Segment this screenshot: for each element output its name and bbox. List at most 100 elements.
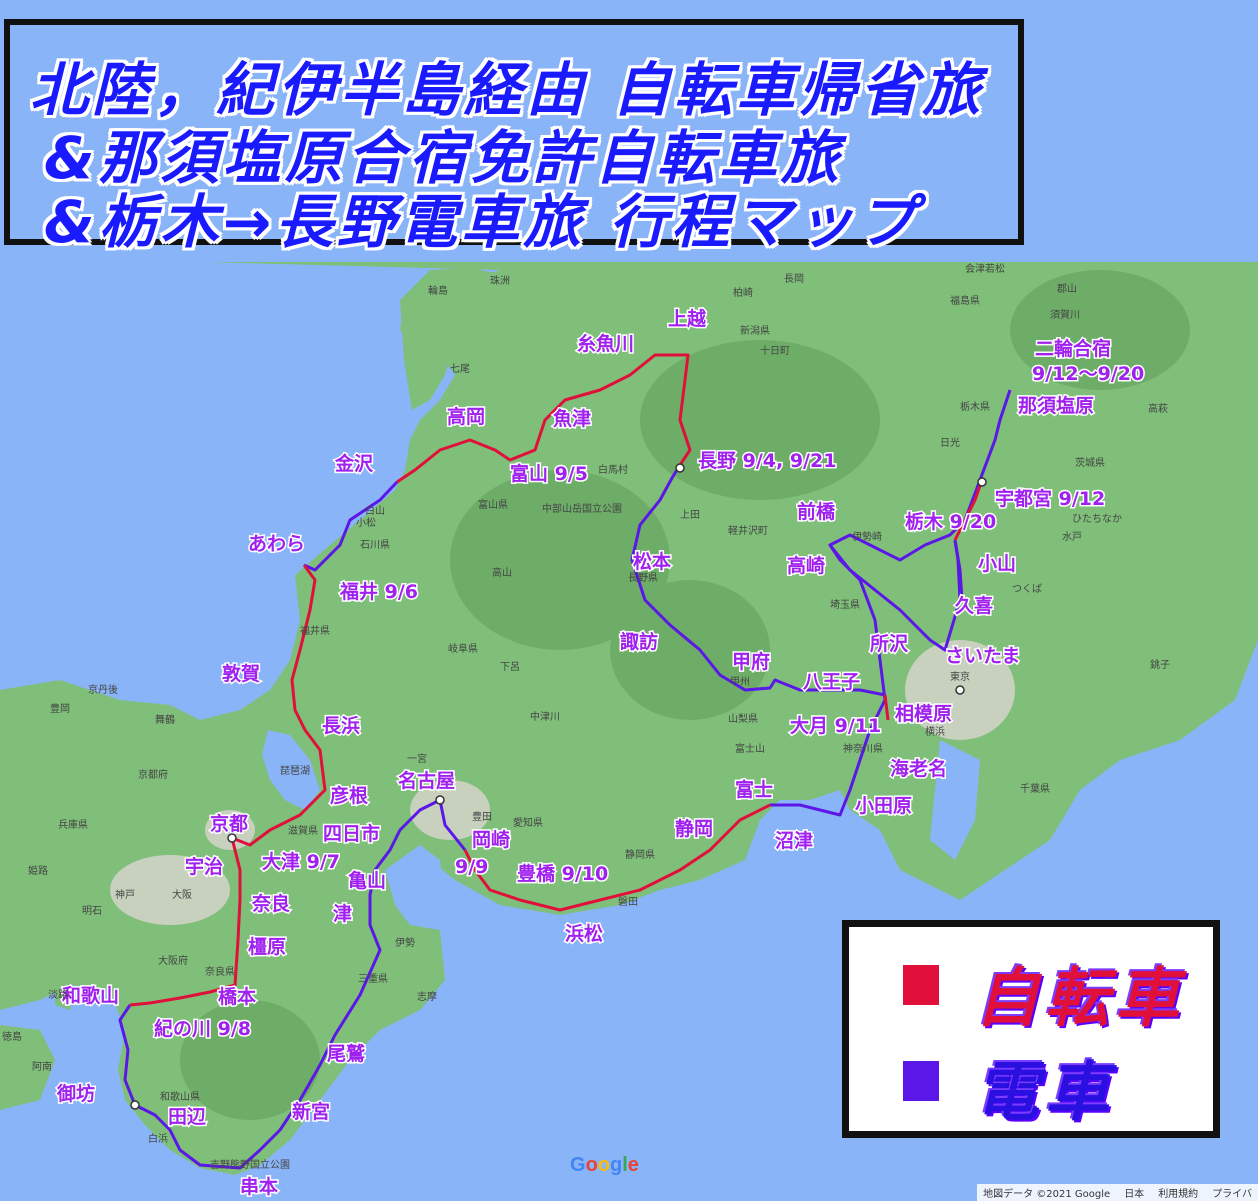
label-takaoka: 高岡	[447, 405, 485, 428]
map-label-ibaraki: 茨城県	[1075, 456, 1105, 469]
label-kyoto: 京都	[210, 812, 248, 835]
label-nagahama: 長浜	[322, 715, 360, 737]
label-kushimoto: 串本	[240, 1175, 278, 1198]
label-fukui: 福井 9/6	[339, 580, 418, 603]
attribution-privacy-link[interactable]: プライバ	[1212, 1189, 1252, 1200]
google-logo: Google	[570, 1154, 639, 1176]
urban-areas	[110, 640, 1015, 925]
water-suruga	[745, 820, 810, 905]
map-label-shizuoka-pref: 静岡県	[625, 848, 655, 861]
map-label-saitama-pref: 埼玉県	[830, 598, 860, 611]
label-hikone: 彦根	[330, 784, 368, 807]
map-label-shiga: 滋賀県	[288, 824, 318, 837]
label-okazaki: 岡崎	[472, 828, 510, 851]
train-route-kuki	[953, 539, 964, 601]
map-label-choshi: 銚子	[1150, 658, 1170, 671]
map-label-shirahama: 白浜	[148, 1132, 168, 1145]
bicycle-route-tochigi	[953, 479, 984, 541]
lake-biwa	[262, 730, 320, 810]
label-shingu: 新宮	[292, 1100, 330, 1123]
label-sagamihara: 相模原	[895, 702, 952, 725]
label-hamamatsu: 浜松	[565, 922, 603, 945]
map-label-ise: 伊勢	[395, 936, 415, 949]
land-shikoku	[0, 1025, 55, 1110]
label-date-9-9: 9/9	[455, 856, 488, 878]
label-odawara: 小田原	[855, 795, 912, 817]
map-label-suzu: 珠洲	[490, 274, 510, 287]
map-label-kyoto-pref: 京都府	[138, 768, 168, 781]
label-maebashi: 前橋	[797, 500, 836, 523]
label-awara: あわら	[248, 533, 305, 555]
map-label-fujisan: 富士山	[735, 742, 765, 755]
water-ise-bay	[385, 845, 470, 930]
bicycle-route-fukui-kyoto	[231, 564, 327, 847]
map-label-wakayama-pref: 和歌山県	[160, 1090, 200, 1103]
map-label-kanagawa: 神奈川県	[843, 742, 883, 755]
bicycle-route-sagamihara	[883, 694, 890, 721]
train-route-kanto-loop	[828, 539, 962, 652]
label-utsunomiya: 宇都宮 9/12	[995, 487, 1105, 510]
map-label-toyooka: 豊岡	[50, 702, 70, 715]
label-kofu: 甲府	[732, 650, 770, 673]
map-label-chubu-park: 中部山岳国立公園	[542, 502, 622, 515]
map-label-anan: 阿南	[32, 1060, 52, 1073]
label-matsumoto: 松本	[633, 550, 671, 573]
label-takasaki: 高崎	[787, 554, 825, 577]
map-label-nagano-pref: 長野県	[628, 572, 658, 584]
map-label-yoshino-park: 吉野熊野国立公園	[210, 1158, 290, 1171]
label-fuji: 富士	[735, 778, 773, 801]
map-label-isesaki: 伊勢崎	[852, 530, 882, 543]
map-label-koriyama: 郡山	[1057, 283, 1077, 295]
label-numazu: 沼津	[775, 829, 813, 852]
map-label-kyotango: 京丹後	[88, 683, 118, 696]
label-uji: 宇治	[185, 855, 223, 878]
label-tsuruga: 敦賀	[222, 662, 260, 685]
label-wakayama: 和歌山	[62, 984, 119, 1007]
map-label-gero: 下呂	[500, 661, 520, 673]
city-markers	[130, 463, 987, 1110]
label-ebina: 海老名	[890, 757, 947, 780]
train-route-kanazawa-fukui	[303, 480, 399, 572]
map-label-akashi: 明石	[82, 905, 102, 917]
map-label-awaji: 淡路	[48, 988, 68, 1001]
map-label-maizuru: 舞鶴	[155, 713, 175, 726]
bicycle-swatch	[903, 965, 939, 1005]
map-label-nagaoka: 長岡	[784, 273, 804, 285]
label-toyama: 富山 9/5	[510, 462, 588, 485]
train-legend-label: 電車	[975, 1056, 1115, 1130]
label-kashihara: 橿原	[248, 935, 286, 958]
map-attribution-bar: 地図データ ©2021 Google 日本 利用規約 プライバ	[977, 1184, 1258, 1201]
title-line-3: &栃木→長野電車旅 行程マップ	[44, 188, 920, 256]
attribution-country[interactable]: 日本	[1124, 1189, 1145, 1200]
land-noto	[400, 268, 505, 410]
attribution-terms-link[interactable]: 利用規約	[1158, 1189, 1199, 1200]
train-route-kofu-nagano	[630, 464, 886, 697]
place-labels: 上越 糸魚川 魚津 高岡 富山 9/5 金沢 あわら 福井 9/6 長野 9/4…	[55, 306, 1146, 1200]
map-label-ueda: 上田	[680, 509, 700, 521]
map-label-gifu-pref: 岐阜県	[448, 642, 478, 655]
attribution-data: 地図データ ©2021 Google	[983, 1189, 1111, 1200]
map-label-nanao: 七尾	[450, 363, 470, 375]
label-kameyama: 亀山	[348, 870, 386, 892]
label-otsu: 大津 9/7	[262, 850, 340, 873]
label-suwa: 諏訪	[620, 630, 658, 653]
map-label-niigata: 新潟県	[740, 324, 770, 337]
label-camp: 二輪合宿	[1035, 337, 1111, 360]
bicycle-route-hokuriku	[396, 353, 692, 484]
map-label-hakusan: 白山	[365, 504, 385, 517]
map-label-wajima: 輪島	[428, 284, 448, 297]
label-yokkaichi: 四日市	[323, 822, 380, 845]
label-oyama: 小山	[978, 553, 1016, 575]
map-label-aizuwakamatsu: 会津若松	[965, 262, 1005, 275]
map-label-tsukuba: つくば	[1012, 583, 1042, 595]
label-tsu: 津	[333, 902, 352, 925]
map-label-shima: 志摩	[417, 990, 437, 1003]
map-label-ichinomiya: 一宮	[407, 752, 427, 765]
map-label-karuizawa: 軽井沢町	[728, 524, 768, 537]
title-box: 北陸，紀伊半島経由 自転車帰省旅 &那須塩原合宿免許自転車旅 &栃木→長野電車旅…	[4, 19, 1024, 256]
map-label-mie-pref: 三重県	[358, 972, 388, 985]
map-label-takayama: 高山	[492, 566, 512, 579]
map-label-aichi: 愛知県	[513, 816, 543, 829]
map-label-tokamachi: 十日町	[760, 344, 790, 357]
map-small-labels: 輪島 珠洲 七尾 柏崎 長岡 新潟県 十日町 白馬村 富山県 中部山岳国立公園 …	[2, 262, 1170, 1171]
